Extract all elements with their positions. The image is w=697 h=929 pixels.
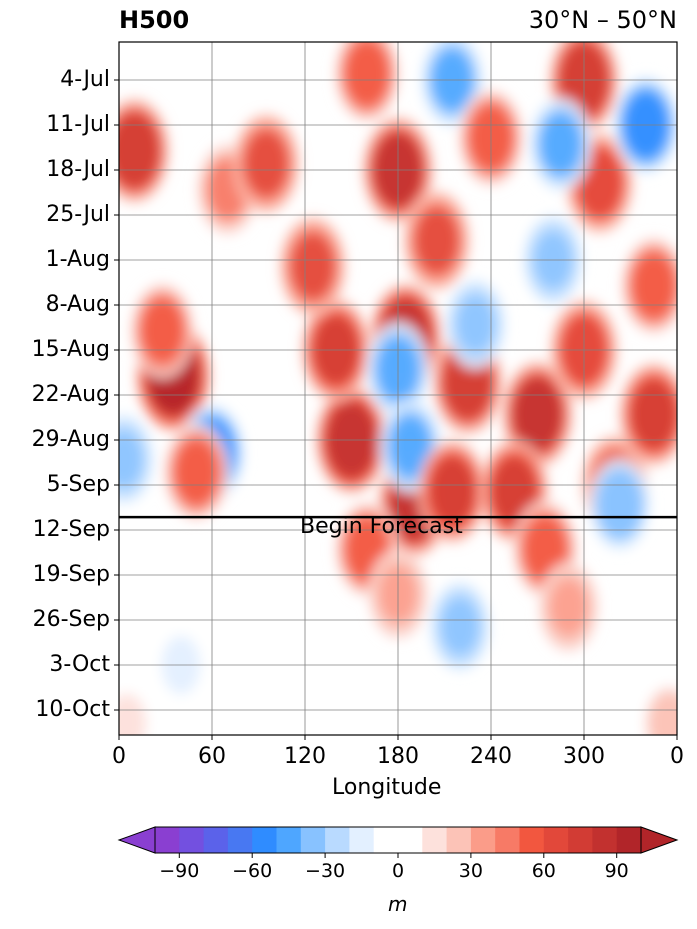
- x-tick-label: 300: [563, 744, 605, 769]
- y-tick-label: 29-Aug: [31, 427, 110, 452]
- colorbar-tick-label: 30: [458, 860, 483, 882]
- anomaly-feature: [550, 579, 587, 635]
- y-tick-label: 5-Sep: [46, 472, 110, 497]
- y-tick-label: 18-Jul: [46, 157, 110, 182]
- anomaly-feature: [631, 380, 677, 449]
- anomaly-feature: [541, 114, 581, 174]
- colorbar-swatch: [276, 827, 302, 853]
- colorbar-swatch: [300, 827, 326, 853]
- colorbar-swatch: [227, 827, 253, 853]
- colorbar-swatch: [568, 827, 593, 853]
- anomaly-feature: [524, 517, 567, 581]
- colorbar-swatch: [495, 827, 520, 853]
- anomaly-feature: [415, 208, 459, 273]
- anomaly-feature: [346, 42, 388, 105]
- colorbar-tick-label: 0: [391, 860, 405, 882]
- anomaly-feature: [291, 234, 335, 299]
- anomaly-feature: [457, 296, 494, 353]
- y-tick-label: 25-Jul: [46, 202, 110, 227]
- anomaly-feature: [651, 696, 677, 735]
- anomaly-feature: [491, 457, 537, 526]
- anomaly-feature: [390, 416, 431, 476]
- anomaly-feature: [600, 475, 639, 533]
- colorbar-swatch: [398, 827, 423, 853]
- y-tick-label: 15-Aug: [31, 337, 110, 362]
- anomaly-feature: [513, 378, 562, 451]
- colorbar-swatch: [446, 827, 472, 853]
- colorbar-swatch: [422, 827, 448, 853]
- y-tick-label: 4-Jul: [60, 67, 110, 92]
- colorbar-tick-label: −30: [305, 860, 346, 882]
- anomaly-feature: [142, 300, 183, 362]
- anomaly-field: [119, 42, 677, 735]
- colorbar-extend-high: [640, 826, 679, 854]
- y-tick-label: 19-Sep: [32, 562, 110, 587]
- x-tick-label: 120: [284, 744, 326, 769]
- y-tick-label: 3-Oct: [49, 652, 110, 677]
- y-tick-label: 11-Jul: [46, 112, 110, 137]
- anomaly-feature: [175, 440, 218, 504]
- y-tick-label: 22-Aug: [31, 382, 110, 407]
- colorbar-swatch: [616, 827, 642, 853]
- colorbar-swatch: [179, 827, 205, 853]
- y-tick-label: 1-Aug: [45, 247, 110, 272]
- colorbar-swatch: [519, 827, 545, 853]
- anomaly-feature: [119, 431, 143, 488]
- anomaly-feature: [632, 254, 675, 318]
- colorbar-swatch: [252, 827, 277, 853]
- x-tick-label: 0: [112, 744, 126, 769]
- colorbar-swatch: [373, 827, 399, 853]
- colorbar-tick-label: 90: [604, 860, 629, 882]
- colorbar-tick-label: −90: [159, 860, 200, 882]
- chart-title: H500: [119, 6, 190, 34]
- y-tick-label: 12-Sep: [32, 517, 110, 542]
- colorbar-swatch: [325, 827, 350, 853]
- anomaly-feature: [244, 131, 288, 196]
- plot-frame: [118, 41, 678, 736]
- colorbar-swatch: [203, 827, 229, 853]
- x-tick-label: 180: [377, 744, 419, 769]
- anomaly-feature: [429, 457, 475, 526]
- y-tick-label: 8-Aug: [45, 292, 110, 317]
- colorbar: [117, 826, 679, 858]
- begin-forecast-label: Begin Forecast: [300, 514, 463, 539]
- grid-lines: [114, 42, 678, 740]
- colorbar-tick-label: −60: [232, 860, 273, 882]
- x-tick-label: 60: [198, 744, 226, 769]
- colorbar-extend-low: [117, 826, 156, 854]
- anomaly-feature: [119, 115, 158, 186]
- colorbar-swatch: [543, 827, 569, 853]
- x-tick-label: 0: [670, 744, 684, 769]
- colorbar-unit: m: [388, 892, 408, 916]
- colorbar-tick-label: 60: [531, 860, 556, 882]
- colorbar-swatch: [592, 827, 618, 853]
- y-tick-label: 26-Sep: [32, 607, 110, 632]
- anomaly-feature: [119, 698, 143, 735]
- chart-subtitle: 30°N – 50°N: [528, 6, 677, 34]
- x-tick-label: 240: [470, 744, 512, 769]
- anomaly-feature: [441, 598, 479, 655]
- y-tick-label: 10-Oct: [35, 697, 110, 722]
- colorbar-swatch: [470, 827, 496, 853]
- colorbar-swatch: [349, 827, 375, 853]
- x-axis-title: Longitude: [332, 775, 442, 800]
- colorbar-swatch: [155, 827, 180, 853]
